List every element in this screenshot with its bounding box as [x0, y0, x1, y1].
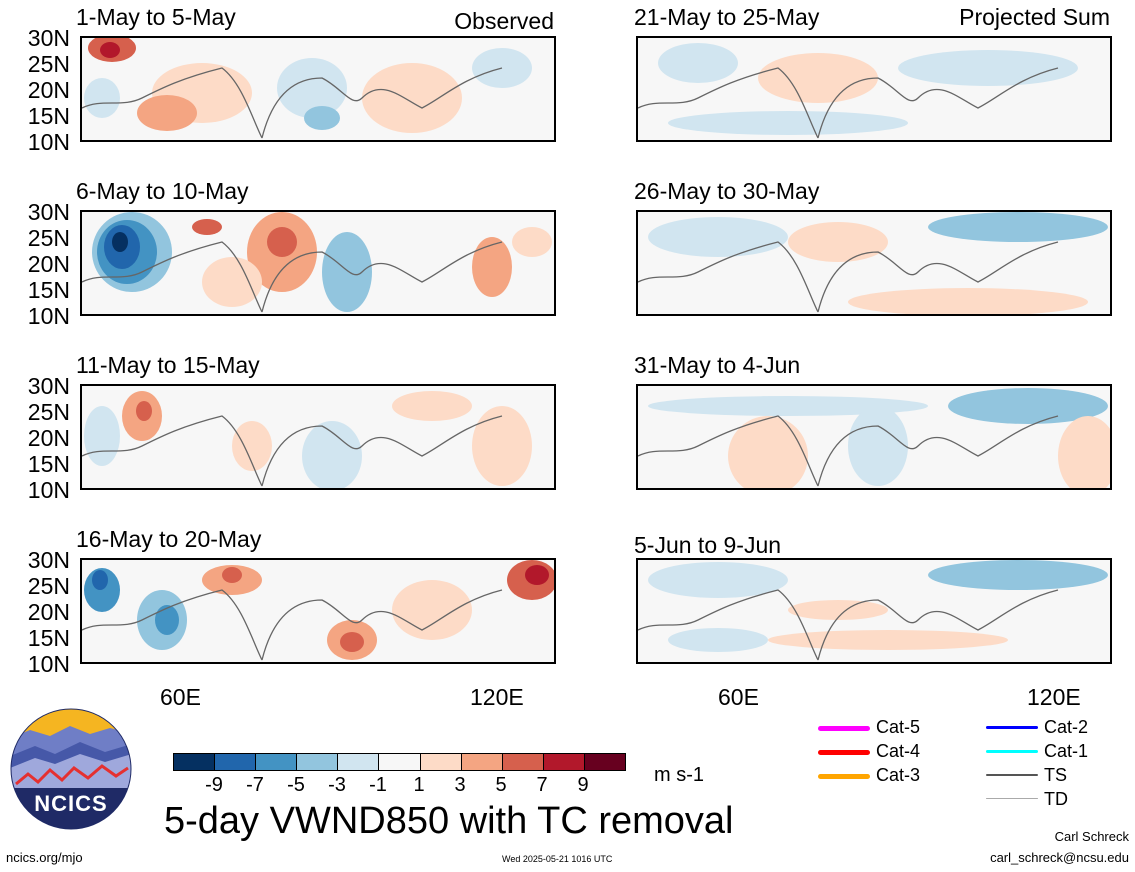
- colorbar-labels: -9 -7 -5 -3 -1 1 3 5 7 9: [173, 775, 624, 797]
- map-plot: [80, 558, 556, 664]
- lon-label: 60E: [718, 684, 759, 710]
- lat-label: 15N: [27, 103, 70, 129]
- colorbar-swatch: [174, 754, 216, 770]
- lat-label: 25N: [27, 573, 70, 599]
- lat-label: 20N: [27, 425, 70, 451]
- map-plot: [636, 558, 1112, 664]
- legend-swatch-cat5: [818, 726, 870, 731]
- colorbar-swatch: [338, 754, 380, 770]
- map-plot: [80, 210, 556, 316]
- legend-label-cat3: Cat-3: [876, 765, 921, 785]
- colorbar-swatch: [543, 754, 585, 770]
- legend-swatch-cat3: [818, 774, 870, 779]
- lon-label: 120E: [470, 684, 524, 710]
- colorbar-tick-label: 1: [413, 774, 425, 796]
- lon-label: 60E: [160, 684, 201, 710]
- colorbar-swatches: [173, 753, 626, 771]
- colorbar-swatch: [256, 754, 298, 770]
- legend-label-cat2: Cat-2: [1044, 717, 1089, 737]
- panel-title: 26-May to 30-May: [634, 178, 820, 204]
- panel-tag: Projected Sum: [959, 4, 1110, 30]
- lat-label: 10N: [27, 651, 70, 677]
- lat-label: 30N: [27, 547, 70, 573]
- panel-title: 5-Jun to 9-Jun: [634, 532, 782, 558]
- colorbar-tick-label: 5: [495, 774, 507, 796]
- footer-url: ncics.org/mjo: [6, 850, 83, 865]
- colorbar-tick-label: 3: [454, 774, 466, 796]
- panel-title: 31-May to 4-Jun: [634, 352, 801, 378]
- map-plot: [80, 384, 556, 490]
- legend-swatch-cat2: [986, 726, 1038, 729]
- legend-label-cat4: Cat-4: [876, 741, 921, 761]
- colorbar-tick-label: -3: [328, 774, 346, 796]
- footer-email: carl_schreck@ncsu.edu: [990, 850, 1129, 865]
- legend-label-cat1: Cat-1: [1044, 741, 1089, 761]
- lat-label: 20N: [27, 251, 70, 277]
- logo-text: NCICS: [34, 791, 108, 816]
- lat-label: 10N: [27, 129, 70, 155]
- colorbar-swatch: [215, 754, 257, 770]
- footer-timestamp: Wed 2025-05-21 1016 UTC: [502, 854, 613, 864]
- colorbar-swatch: [461, 754, 503, 770]
- lat-label: 25N: [27, 225, 70, 251]
- colorbar-tick-label: -9: [205, 774, 223, 796]
- legend-label-ts: TS: [1044, 765, 1068, 785]
- lat-label: 25N: [27, 51, 70, 77]
- panel-title: 6-May to 10-May: [76, 178, 249, 204]
- colorbar-swatch: [297, 754, 339, 770]
- colorbar-swatch: [584, 754, 626, 770]
- legend-label-cat5: Cat-5: [876, 717, 921, 737]
- ncics-logo: NCICS: [10, 708, 132, 830]
- lat-label: 10N: [27, 303, 70, 329]
- lat-label: 20N: [27, 599, 70, 625]
- colorbar-tick-label: -5: [287, 774, 305, 796]
- lat-label: 30N: [27, 373, 70, 399]
- map-plot: [80, 36, 556, 142]
- colorbar-units: m s-1: [654, 764, 704, 786]
- main-title: 5-day VWND850 with TC removal: [164, 800, 734, 842]
- legend-swatch-cat4: [818, 750, 870, 755]
- legend-swatch-td: [986, 798, 1038, 799]
- panel-title: 16-May to 20-May: [76, 526, 262, 552]
- map-plot: [636, 36, 1112, 142]
- panel-title: 1-May to 5-May: [76, 4, 236, 30]
- map-plot: [636, 384, 1112, 490]
- legend-swatch-ts: [986, 774, 1038, 776]
- legend-swatch-cat1: [986, 750, 1038, 753]
- panel-tag: Observed: [454, 8, 554, 34]
- lat-label: 15N: [27, 451, 70, 477]
- colorbar-tick-label: 9: [577, 774, 589, 796]
- colorbar-tick-label: -1: [369, 774, 387, 796]
- colorbar-swatch: [420, 754, 462, 770]
- legend-label-td: TD: [1044, 789, 1068, 809]
- lat-label: 25N: [27, 399, 70, 425]
- colorbar-tick-label: -7: [246, 774, 264, 796]
- colorbar-swatch: [502, 754, 544, 770]
- lat-label: 15N: [27, 625, 70, 651]
- panel-title: 21-May to 25-May: [634, 4, 820, 30]
- lat-label: 30N: [27, 199, 70, 225]
- panel-title: 11-May to 15-May: [76, 352, 260, 378]
- colorbar-swatch: [379, 754, 421, 770]
- lon-label: 120E: [1027, 684, 1081, 710]
- footer-author: Carl Schreck: [1054, 829, 1129, 844]
- map-plot: [636, 210, 1112, 316]
- lat-label: 15N: [27, 277, 70, 303]
- lat-label: 10N: [27, 477, 70, 503]
- lat-label: 30N: [27, 25, 70, 51]
- colorbar-tick-label: 7: [536, 774, 548, 796]
- lat-label: 20N: [27, 77, 70, 103]
